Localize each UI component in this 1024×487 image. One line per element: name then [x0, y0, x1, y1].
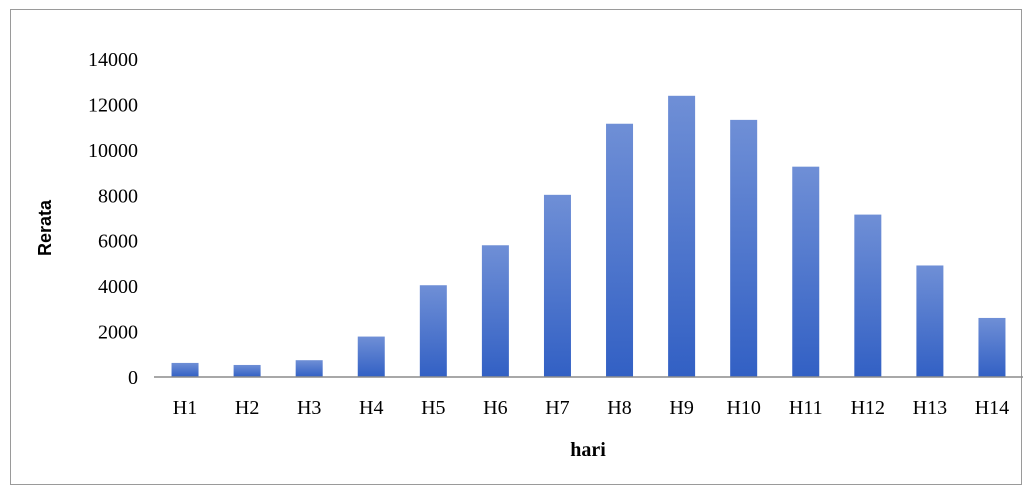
bar	[792, 166, 820, 377]
y-tick-label: 10000	[88, 140, 138, 162]
x-tick-label: H9	[669, 397, 693, 419]
y-tick-label: 14000	[88, 49, 138, 71]
y-tick-label: 2000	[98, 322, 138, 344]
x-tick-label: H13	[913, 397, 947, 419]
y-axis-title: Rerata	[35, 199, 55, 256]
x-axis-ticks: H1 H2 H3 H4 H5 H6 H7 H8 H9 H10 H11 H12 H13 H14	[173, 397, 1009, 419]
bar	[419, 285, 447, 377]
bar	[978, 317, 1006, 377]
x-tick-label: H1	[173, 397, 197, 419]
bar	[481, 245, 509, 377]
x-tick-label: H7	[545, 397, 569, 419]
x-tick-label: H4	[359, 397, 383, 419]
y-tick-label: 8000	[98, 185, 138, 207]
x-tick-label: H6	[483, 397, 507, 419]
y-tick-label: 0	[128, 367, 138, 389]
x-tick-label: H3	[297, 397, 321, 419]
bar	[171, 362, 199, 377]
bar	[357, 336, 385, 377]
x-tick-label: H8	[607, 397, 631, 419]
bar	[854, 214, 882, 377]
x-tick-label: H10	[726, 397, 760, 419]
x-tick-label: H5	[421, 397, 445, 419]
bar	[543, 194, 571, 377]
x-tick-label: H14	[975, 397, 1009, 419]
y-tick-label: 4000	[98, 276, 138, 298]
bar	[606, 123, 634, 377]
bar	[295, 360, 323, 377]
bar	[916, 265, 944, 377]
chart-frame: 0 2000 4000 6000 8000 10000 12000 14000 H1 H2 H3 H…	[10, 9, 1023, 485]
x-tick-label: H11	[789, 397, 823, 419]
y-tick-label: 6000	[98, 231, 138, 253]
x-axis-title: hari	[570, 439, 606, 461]
bar	[233, 364, 261, 377]
y-tick-label: 12000	[88, 94, 138, 116]
bar	[668, 95, 696, 377]
y-axis-ticks: 0 2000 4000 6000 8000 10000 12000 14000	[88, 49, 138, 389]
x-tick-label: H2	[235, 397, 259, 419]
bar	[730, 119, 758, 378]
x-tick-label: H12	[851, 397, 885, 419]
bars	[171, 95, 1006, 378]
